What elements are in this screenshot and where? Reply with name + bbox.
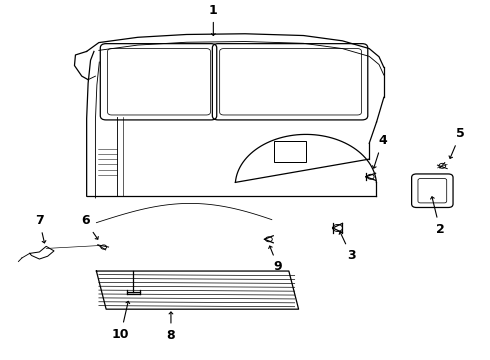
Text: 2: 2 <box>431 197 444 236</box>
Text: 3: 3 <box>339 232 356 262</box>
Text: 5: 5 <box>449 127 465 158</box>
Text: 1: 1 <box>209 4 218 36</box>
Text: 7: 7 <box>35 214 46 243</box>
Text: 10: 10 <box>112 301 130 341</box>
Text: 4: 4 <box>372 135 387 168</box>
Bar <box>274 141 306 162</box>
Text: 9: 9 <box>269 246 282 274</box>
Text: 6: 6 <box>81 214 98 239</box>
Text: 8: 8 <box>167 312 175 342</box>
